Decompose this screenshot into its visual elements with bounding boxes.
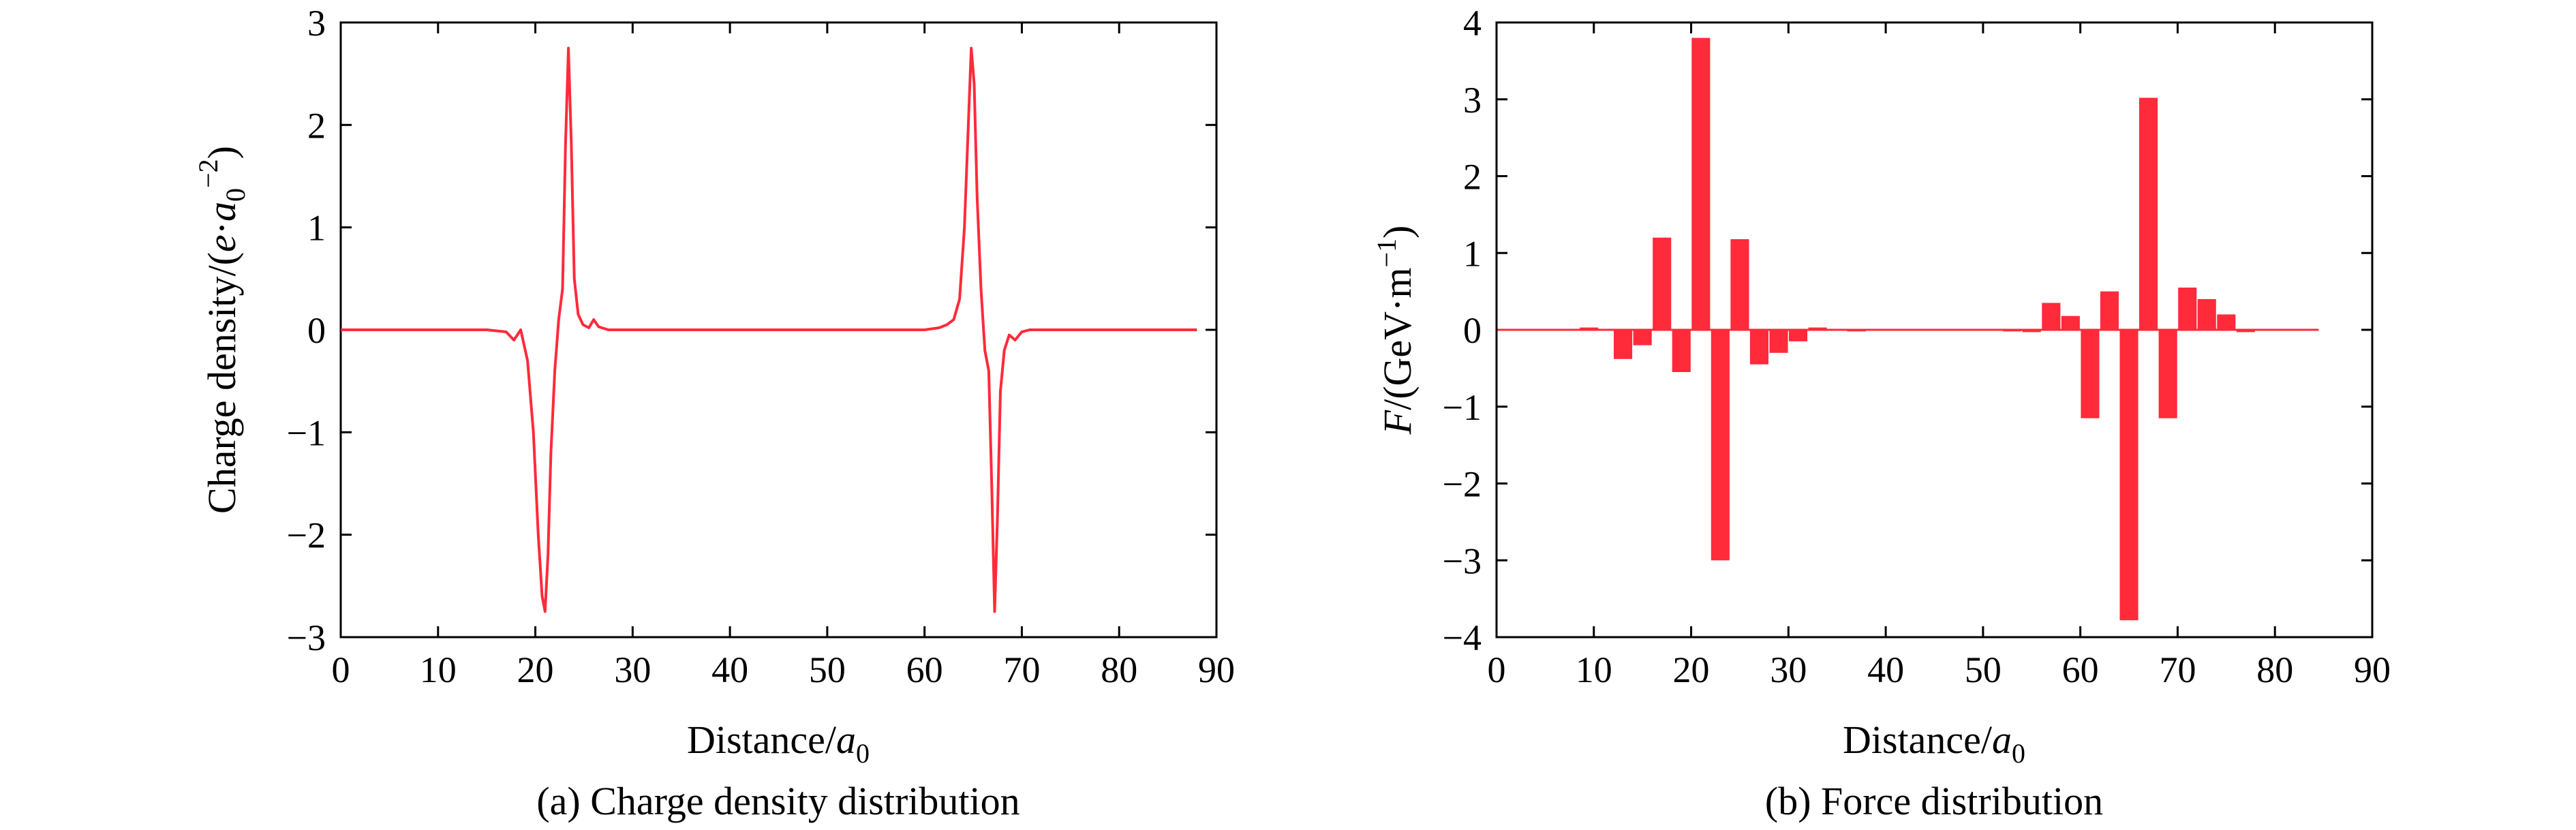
panel-b-x-tick-label: 10	[1576, 649, 1612, 690]
force-bar	[2158, 330, 2177, 418]
panel-b-ylabel: F/(GeV·m−1)	[1371, 226, 1420, 435]
force-bar	[1808, 327, 1827, 330]
force-bar	[1672, 330, 1691, 372]
force-bar	[1580, 327, 1599, 330]
panel-a-line-series	[341, 46, 1197, 613]
panel-a-x-tick-label: 80	[1101, 649, 1137, 690]
panel-a-ylabel: Charge density/(e·a0−2)	[193, 146, 251, 514]
panel-a-x-tick-label: 70	[1003, 649, 1040, 690]
force-bar	[2042, 303, 2061, 330]
force-bar	[2100, 291, 2119, 330]
panel-a-y-tick-label: −3	[287, 617, 326, 658]
panel-b-y-tick-label: 1	[1463, 233, 1482, 274]
panel-a-tick-labels: 0 10 20 30 40 50 60 70 80 90 −3 −2 −1 0 1 2 3	[287, 3, 1235, 690]
panel-b-y-tick-label: −4	[1443, 617, 1482, 658]
panel-a-x-tick-label: 40	[711, 649, 748, 690]
panel-b-y-tick-label: 0	[1463, 310, 1482, 351]
panel-charge-density: 0 10 20 30 40 50 60 70 80 90 −3 −2 −1 0 1 2 3 Distance/a…	[193, 3, 1235, 823]
force-bar	[2197, 298, 2216, 330]
panel-b-x-tick-label: 0	[1488, 649, 1506, 690]
panel-a-y-tick-label: 1	[307, 208, 326, 249]
force-bar	[1633, 330, 1652, 345]
panel-b-x-tick-label: 80	[2256, 649, 2293, 690]
panel-a-x-tick-label: 0	[332, 649, 350, 690]
panel-b-y-tick-label: −1	[1443, 387, 1482, 428]
panel-a-x-tick-label: 20	[517, 649, 554, 690]
panel-b-y-tick-label: 3	[1463, 80, 1482, 121]
force-bar	[1789, 330, 1808, 341]
panel-b-xlabel: Distance/a0	[1843, 718, 2025, 769]
panel-b-x-tick-label: 70	[2159, 649, 2196, 690]
panel-b-x-tick-label: 40	[1867, 649, 1904, 690]
panel-a-x-tick-label: 50	[809, 649, 846, 690]
panel-b-tick-labels: 0 10 20 30 40 50 60 70 80 90 −4 −3 −2 −1 0 1 2 3 4	[1443, 3, 2391, 690]
panel-a-ticks	[339, 21, 1218, 639]
panel-b-y-tick-label: −2	[1443, 464, 1482, 505]
force-bar	[2061, 316, 2080, 330]
force-bar	[2217, 314, 2236, 330]
panel-a-y-tick-label: −1	[287, 412, 326, 453]
panel-b-y-tick-label: 4	[1463, 3, 1482, 44]
force-bar	[1730, 239, 1749, 330]
force-bar	[1711, 330, 1730, 561]
force-bar	[1749, 330, 1768, 365]
force-bar	[1769, 330, 1788, 353]
force-bar	[1653, 237, 1672, 330]
panel-b-x-tick-label: 20	[1673, 649, 1710, 690]
panel-b-x-tick-label: 90	[2354, 649, 2391, 690]
force-bar	[2139, 97, 2158, 330]
panel-a-x-tick-label: 10	[420, 649, 457, 690]
panel-b-y-tick-label: −3	[1443, 540, 1482, 581]
panel-a-x-tick-label: 60	[906, 649, 943, 690]
panel-a-y-tick-label: −2	[287, 515, 326, 556]
force-bar	[2022, 330, 2041, 333]
panel-b-y-tick-label: 2	[1463, 157, 1482, 198]
panel-a-x-tick-label: 30	[614, 649, 651, 690]
panel-a-y-tick-label: 3	[307, 3, 326, 44]
panel-a-xlabel: Distance/a0	[687, 718, 870, 769]
force-bar	[1691, 37, 1711, 330]
panel-a-y-tick-label: 0	[307, 310, 326, 351]
panel-b-x-tick-label: 50	[1965, 649, 2002, 690]
panel-a-y-tick-label: 2	[307, 105, 326, 146]
panel-b-bars	[1580, 37, 2255, 621]
force-bar	[2119, 330, 2138, 621]
panel-b-caption: (b) Force distribution	[1765, 779, 2103, 823]
panel-a-caption: (a) Charge density distribution	[536, 779, 1019, 823]
force-bar	[2178, 288, 2197, 330]
force-bar	[2081, 330, 2100, 418]
force-bar	[1614, 330, 1633, 359]
panel-b-x-tick-label: 60	[2062, 649, 2099, 690]
panel-b-plot-frame	[1495, 21, 2374, 639]
panel-a-x-tick-label: 90	[1198, 649, 1235, 690]
panel-b-x-tick-label: 30	[1770, 649, 1807, 690]
panel-force: 0 10 20 30 40 50 60 70 80 90 −4 −3 −2 −1 0 1 2 3 4 Distanc…	[1371, 3, 2391, 823]
force-bar	[2236, 330, 2255, 333]
panel-b-ticks	[1495, 21, 2374, 639]
